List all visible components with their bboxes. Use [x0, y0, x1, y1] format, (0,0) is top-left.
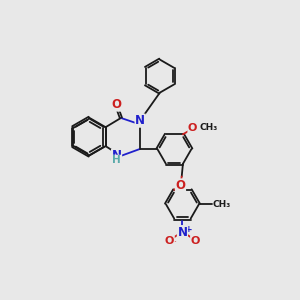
- Text: CH₃: CH₃: [212, 200, 230, 209]
- Text: +: +: [185, 225, 193, 234]
- Text: O: O: [165, 236, 174, 246]
- Text: O: O: [190, 236, 200, 246]
- Text: ⁻: ⁻: [170, 239, 176, 249]
- Text: CH₃: CH₃: [200, 123, 218, 132]
- Text: H: H: [112, 155, 121, 165]
- Text: N: N: [135, 114, 145, 127]
- Text: O: O: [112, 98, 122, 111]
- Text: N: N: [112, 149, 122, 162]
- Text: O: O: [176, 179, 185, 192]
- Text: O: O: [188, 123, 197, 133]
- Text: N: N: [177, 226, 188, 238]
